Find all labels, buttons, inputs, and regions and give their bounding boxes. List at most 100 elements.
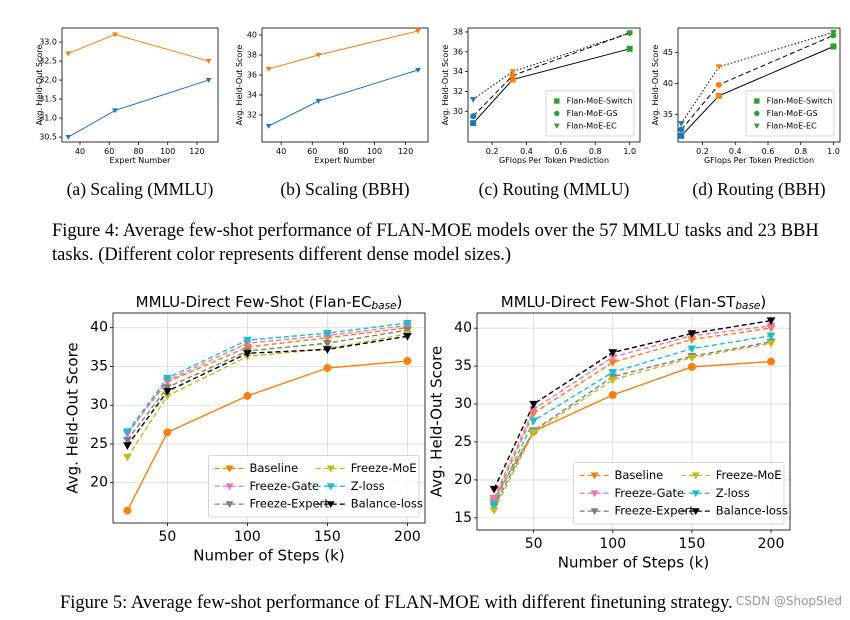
plot-frame bbox=[61, 27, 219, 143]
data-point bbox=[677, 121, 685, 127]
y-tick-label: 36 bbox=[453, 47, 463, 56]
y-axis-label: Avg. Held-Out Score bbox=[35, 45, 44, 126]
title-text: MMLU-Direct Few-Shot (Flan-EC bbox=[136, 293, 372, 311]
data-point bbox=[678, 132, 685, 139]
x-tick-label: 100 bbox=[367, 147, 382, 156]
x-tick-label: 40 bbox=[276, 147, 286, 156]
plot-frame bbox=[467, 27, 641, 143]
y-tick-label: 34 bbox=[453, 67, 463, 76]
data-point bbox=[715, 81, 722, 88]
data-point bbox=[323, 346, 332, 354]
x-tick-label: 120 bbox=[398, 147, 413, 156]
y-tick-label: 45 bbox=[663, 48, 673, 57]
chart-title: MMLU-Direct Few-Shot (Flan-STbase) bbox=[501, 293, 766, 313]
legend-box bbox=[745, 90, 835, 137]
x-tick-label: 0.4 bbox=[520, 147, 533, 156]
y-tick-label: 25 bbox=[454, 434, 472, 450]
y-tick-label: 32 bbox=[453, 87, 463, 96]
plot-frame bbox=[261, 27, 429, 143]
figure-caption: Figure 5: Average few-shot performance o… bbox=[60, 593, 733, 613]
y-tick-label: 34 bbox=[247, 91, 257, 100]
data-point bbox=[315, 52, 322, 58]
x-tick-label: 50 bbox=[525, 536, 543, 552]
data-point bbox=[715, 64, 723, 71]
x-tick-label: 1.0 bbox=[827, 147, 840, 156]
series-line bbox=[493, 341, 772, 507]
y-tick-label: 38 bbox=[453, 27, 463, 36]
data-point bbox=[315, 98, 322, 104]
y-tick-label: 31.5 bbox=[39, 95, 57, 104]
legend-marker bbox=[553, 123, 560, 129]
legend-label: Freeze-Gate bbox=[250, 479, 320, 493]
x-axis-label: Number of Steps (k) bbox=[558, 554, 709, 572]
y-axis-label: Avg. Held-Out Score bbox=[428, 346, 446, 497]
legend-marker bbox=[754, 110, 760, 117]
y-tick-label: 20 bbox=[454, 472, 472, 488]
x-tick-label: 60 bbox=[104, 147, 114, 156]
watermark: CSDN @ShopSled bbox=[735, 594, 842, 608]
legend-marker bbox=[590, 508, 599, 516]
legend-marker bbox=[554, 110, 560, 117]
data-point bbox=[123, 436, 132, 445]
x-axis-label: GFlops Per Token Prediction bbox=[704, 156, 814, 165]
x-tick-label: 50 bbox=[158, 529, 176, 545]
data-point bbox=[766, 332, 776, 341]
y-tick-label: 32.0 bbox=[39, 76, 57, 85]
x-axis-label: GFlops Per Token Prediction bbox=[499, 156, 609, 165]
title-text: MMLU-Direct Few-Shot (Flan-ST bbox=[501, 293, 736, 311]
data-point bbox=[323, 364, 332, 373]
x-tick-label: 0.2 bbox=[486, 147, 499, 156]
legend-marker bbox=[754, 98, 760, 104]
x-tick-label: 200 bbox=[394, 529, 421, 545]
legend-box bbox=[545, 90, 635, 137]
data-point bbox=[403, 357, 412, 366]
plot-frame bbox=[112, 312, 426, 524]
x-tick-label: 1.0 bbox=[623, 147, 636, 156]
legend-label: Flan-MoE-GS bbox=[767, 109, 818, 118]
legend-label: Freeze-Expert bbox=[615, 504, 695, 518]
data-point bbox=[678, 126, 685, 133]
y-tick-label: 38 bbox=[247, 51, 257, 60]
y-tick-label: 36 bbox=[247, 71, 257, 80]
subcaption: (c) Routing (MMLU) bbox=[479, 179, 630, 199]
data-point bbox=[469, 96, 477, 103]
data-point bbox=[830, 29, 837, 36]
series-line bbox=[68, 33, 209, 62]
data-point bbox=[608, 359, 618, 367]
legend-marker bbox=[225, 501, 234, 509]
legend-label: Z-loss bbox=[716, 486, 750, 500]
data-point bbox=[243, 391, 252, 400]
x-tick-label: 80 bbox=[133, 147, 143, 156]
legend-marker bbox=[326, 465, 335, 473]
series-line bbox=[268, 69, 419, 127]
data-point bbox=[470, 120, 477, 127]
data-point bbox=[529, 428, 539, 437]
data-point bbox=[687, 345, 697, 354]
data-point bbox=[163, 428, 172, 437]
series-line bbox=[680, 31, 834, 124]
data-point bbox=[243, 336, 252, 345]
series-line bbox=[493, 327, 772, 501]
data-point bbox=[830, 43, 837, 50]
legend-label: Freeze-MoE bbox=[716, 468, 782, 482]
legend-label: Flan-MoE-GS bbox=[567, 109, 618, 118]
data-point bbox=[323, 329, 332, 338]
legend-label: Flan-MoE-Switch bbox=[767, 97, 833, 106]
x-tick-label: 60 bbox=[307, 147, 317, 156]
legend-marker bbox=[326, 501, 335, 509]
x-tick-label: 0.4 bbox=[729, 147, 742, 156]
title-subscript: base bbox=[735, 300, 760, 312]
x-tick-label: 0.8 bbox=[589, 147, 602, 156]
x-tick-label: 0.6 bbox=[762, 147, 775, 156]
y-tick-label: 40 bbox=[454, 320, 472, 336]
y-tick-label: 20 bbox=[90, 475, 108, 491]
legend-label: Z-loss bbox=[351, 479, 385, 493]
y-tick-label: 32 bbox=[247, 111, 257, 120]
x-axis-label: Number of Steps (k) bbox=[193, 547, 344, 565]
y-tick-label: 30.5 bbox=[39, 133, 57, 142]
legend-label: Flan-MoE-Switch bbox=[567, 97, 633, 106]
data-point bbox=[529, 417, 539, 426]
legend-label: Baseline bbox=[615, 468, 664, 482]
data-point bbox=[163, 384, 172, 392]
y-tick-label: 40 bbox=[90, 320, 108, 336]
